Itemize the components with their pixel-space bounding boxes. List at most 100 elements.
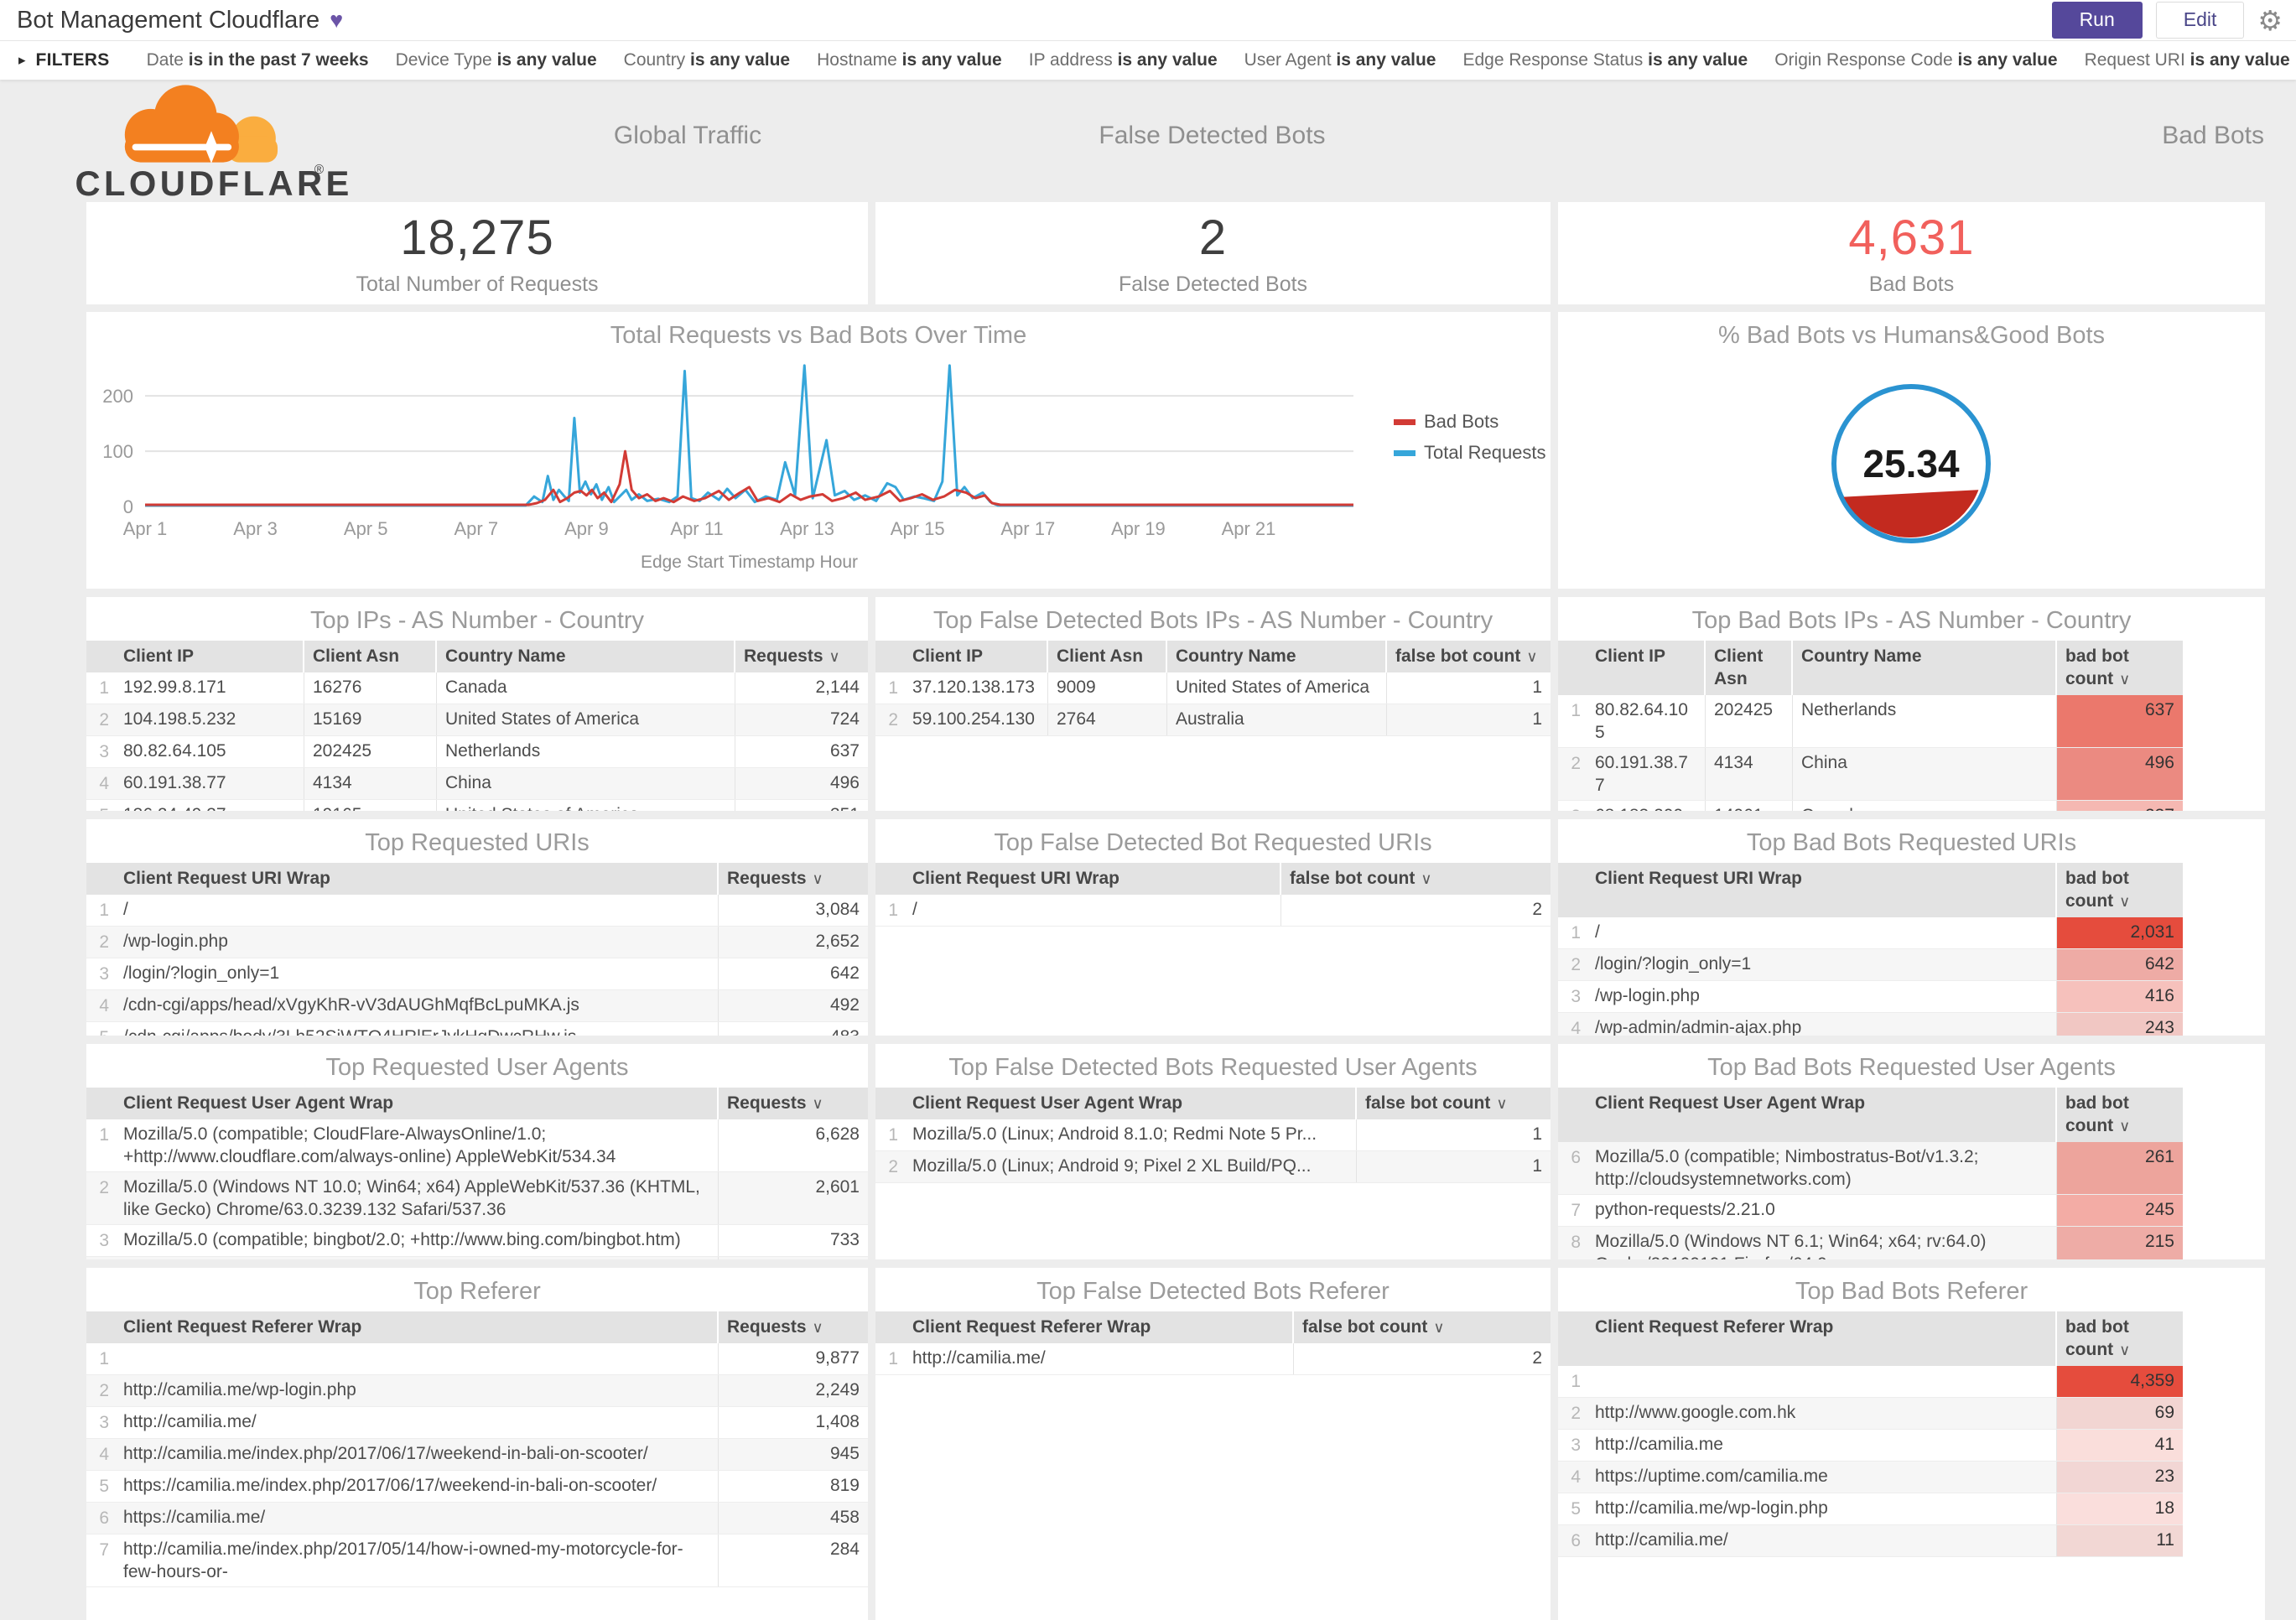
filter-item[interactable]: User Agent is any value bbox=[1244, 50, 1436, 70]
sort-desc-icon[interactable]: ∨ bbox=[812, 1095, 823, 1112]
table-row[interactable]: 3 Mozilla/5.0 (compatible; bingbot/2.0; +… bbox=[86, 1225, 868, 1257]
table-row[interactable]: 5 http://camilia.me/wp-login.php 18 bbox=[1558, 1493, 2183, 1525]
column-header[interactable]: Requests ∨ bbox=[744, 646, 840, 666]
table-row[interactable]: 2/wp-login.php 2,652 bbox=[86, 927, 868, 958]
sort-desc-icon[interactable]: ∨ bbox=[2119, 1342, 2131, 1358]
table-row[interactable]: 1 Mozilla/5.0 (Linux; Android 8.1.0; Redm… bbox=[875, 1119, 1551, 1151]
column-header[interactable]: Country Name bbox=[1167, 641, 1387, 672]
legend-swatch[interactable] bbox=[1394, 419, 1416, 425]
table-row[interactable]: 6 https://camilia.me/458 bbox=[86, 1503, 868, 1534]
filters-expand-icon[interactable]: ▸ bbox=[18, 52, 26, 68]
edit-button[interactable]: Edit bbox=[2155, 2, 2245, 39]
table-row[interactable]: 2 http://www.google.com.hk 69 bbox=[1558, 1398, 2183, 1430]
table-row[interactable]: 1 / 3,084 bbox=[86, 895, 868, 927]
column-header[interactable]: bad bot count ∨ bbox=[2065, 1093, 2131, 1135]
column-header[interactable]: Requests ∨ bbox=[727, 869, 823, 888]
table-row[interactable]: 5/cdn-cgi/apps/body/3Lh52SjWTQ4HRlErJykH… bbox=[86, 1022, 868, 1036]
filter-item[interactable]: Edge Response Status is any value bbox=[1462, 50, 1748, 70]
column-header[interactable]: Client Request Referer Wrap bbox=[1587, 1311, 2057, 1366]
filters-label[interactable]: FILTERS bbox=[35, 50, 110, 70]
column-header[interactable]: Client Request URI Wrap bbox=[1587, 863, 2057, 917]
table-row[interactable]: 6 http://camilia.me/11 bbox=[1558, 1525, 2183, 1557]
column-header[interactable]: Client Request User Agent Wrap bbox=[904, 1088, 1357, 1119]
table-row[interactable]: 4 https://uptime.com/camilia.me 23 bbox=[1558, 1462, 2183, 1493]
table-row[interactable]: 2 60.191.38.77 4134 China 496 bbox=[1558, 748, 2183, 801]
column-header[interactable]: Client Request User Agent Wrap bbox=[1587, 1088, 2057, 1142]
column-header[interactable]: Country Name bbox=[437, 641, 735, 672]
column-header[interactable]: Client IP bbox=[115, 641, 304, 672]
table-row[interactable]: 2 104.198.5.232 15169 United States of Amer… bbox=[86, 704, 868, 736]
sort-desc-icon[interactable]: ∨ bbox=[812, 1319, 823, 1336]
table-row[interactable]: 2 Mozilla/5.0 (Linux; Android 9; Pixel 2 … bbox=[875, 1151, 1551, 1183]
table-row[interactable]: 4 681 bbox=[86, 1257, 868, 1259]
filter-item[interactable]: Country is any value bbox=[624, 50, 790, 70]
table-row[interactable]: 4/cdn-cgi/apps/head/xVgyKhR-vV3dAUGhMqfB… bbox=[86, 990, 868, 1022]
column-header[interactable]: bad bot count ∨ bbox=[2065, 646, 2131, 688]
table-row[interactable]: 5 https://camilia.me/index.php/2017/06/17… bbox=[86, 1471, 868, 1503]
table-row[interactable]: 7 http://camilia.me/index.php/2017/05/14/… bbox=[86, 1534, 868, 1587]
sort-desc-icon[interactable]: ∨ bbox=[1433, 1319, 1445, 1336]
legend-label[interactable]: Bad Bots bbox=[1424, 411, 1499, 432]
column-header[interactable]: bad bot count ∨ bbox=[2065, 869, 2131, 911]
column-header[interactable]: false bot count ∨ bbox=[1302, 1317, 1445, 1337]
legend-label[interactable]: Total Requests bbox=[1424, 442, 1546, 463]
column-header[interactable]: Country Name bbox=[1793, 641, 2057, 695]
table-row[interactable]: 1 /2,031 bbox=[1558, 917, 2183, 949]
filter-item[interactable]: IP address is any value bbox=[1029, 50, 1218, 70]
sort-desc-icon[interactable]: ∨ bbox=[1526, 648, 1538, 665]
run-button[interactable]: Run bbox=[2051, 2, 2143, 39]
filter-item[interactable]: Date is in the past 7 weeks bbox=[147, 50, 369, 70]
timeseries-chart[interactable]: 0 100 200 Apr 1 Apr 3 Apr 5 Apr 7 Apr 9 Apr 11 Ap… bbox=[86, 349, 1551, 554]
table-row[interactable]: 368.183.200.16714061Canada237 bbox=[1558, 801, 2183, 811]
column-header[interactable]: Requests ∨ bbox=[727, 1093, 823, 1113]
table-row[interactable]: 3 http://camilia.me 41 bbox=[1558, 1430, 2183, 1462]
table-row[interactable]: 8 Mozilla/5.0 (Windows NT 6.1; Win64; x64… bbox=[1558, 1227, 2183, 1259]
table-row[interactable]: 7 python-requests/2.21.0 245 bbox=[1558, 1195, 2183, 1227]
column-header[interactable]: Client Request URI Wrap bbox=[904, 863, 1281, 895]
column-header[interactable]: false bot count ∨ bbox=[1290, 869, 1432, 888]
column-header[interactable]: bad bot count ∨ bbox=[2065, 1317, 2131, 1359]
column-header[interactable]: Requests ∨ bbox=[727, 1317, 823, 1337]
table-row[interactable]: 1 37.120.138.173 9009 United States of Amer… bbox=[875, 672, 1551, 704]
column-header[interactable]: Client Request Referer Wrap bbox=[904, 1311, 1294, 1343]
table-row[interactable]: 3/wp-login.php 416 bbox=[1558, 981, 2183, 1013]
sort-desc-icon[interactable]: ∨ bbox=[829, 648, 840, 665]
table-row[interactable]: 1 9,877 bbox=[86, 1343, 868, 1375]
column-header[interactable]: Client Asn bbox=[1706, 641, 1793, 695]
table-row[interactable]: 1 / 2 bbox=[875, 895, 1551, 927]
bad-bots-gauge[interactable]: 25.34 bbox=[1558, 349, 2265, 588]
filter-item[interactable]: Origin Response Code is any value bbox=[1774, 50, 2057, 70]
table-row[interactable]: 3/login/?login_only=1 642 bbox=[86, 958, 868, 990]
filter-item[interactable]: Hostname is any value bbox=[817, 50, 1002, 70]
table-row[interactable]: 1 192.99.8.171 16276 Canada 2,144 bbox=[86, 672, 868, 704]
table-row[interactable]: 2 59.100.254.130 2764 Australia 1 bbox=[875, 704, 1551, 736]
column-header[interactable]: Client Request URI Wrap bbox=[115, 863, 719, 895]
table-row[interactable]: 1 Mozilla/5.0 (compatible; CloudFlare-Alw… bbox=[86, 1119, 868, 1172]
legend-swatch[interactable] bbox=[1394, 450, 1416, 456]
column-header[interactable]: Client IP bbox=[904, 641, 1048, 672]
table-row[interactable]: 4/wp-admin/admin-ajax.php 243 bbox=[1558, 1013, 2183, 1036]
table-row[interactable]: 6 Mozilla/5.0 (compatible; Nimbostratus-B… bbox=[1558, 1142, 2183, 1195]
table-row[interactable]: 4 http://camilia.me/index.php/2017/06/17/… bbox=[86, 1439, 868, 1471]
table-row[interactable]: 5136.24.49.3719165United States of Ameri… bbox=[86, 800, 868, 811]
table-row[interactable]: 3 80.82.64.105 202425 Netherlands 637 bbox=[86, 736, 868, 768]
column-header[interactable]: Client Asn bbox=[304, 641, 437, 672]
sort-desc-icon[interactable]: ∨ bbox=[2119, 1118, 2131, 1135]
table-row[interactable]: 4 60.191.38.77 4134 China 496 bbox=[86, 768, 868, 800]
gear-icon[interactable]: ⚙ bbox=[2257, 4, 2283, 36]
filter-item[interactable]: Device Type is any value bbox=[396, 50, 597, 70]
table-row[interactable]: 1 http://camilia.me/2 bbox=[875, 1343, 1551, 1375]
table-row[interactable]: 3 http://camilia.me/1,408 bbox=[86, 1407, 868, 1439]
sort-desc-icon[interactable]: ∨ bbox=[812, 870, 823, 887]
column-header[interactable]: false bot count ∨ bbox=[1365, 1093, 1508, 1113]
sort-desc-icon[interactable]: ∨ bbox=[1421, 870, 1432, 887]
sort-desc-icon[interactable]: ∨ bbox=[2119, 893, 2131, 910]
table-row[interactable]: 2 http://camilia.me/wp-login.php 2,249 bbox=[86, 1375, 868, 1407]
column-header[interactable]: Client Request User Agent Wrap bbox=[115, 1088, 719, 1119]
table-row[interactable]: 1 80.82.64.105 202425 Netherlands 637 bbox=[1558, 695, 2183, 748]
sort-desc-icon[interactable]: ∨ bbox=[2119, 671, 2131, 688]
series-line-total-requests[interactable] bbox=[145, 364, 1353, 507]
column-header[interactable]: Client Asn bbox=[1048, 641, 1167, 672]
filter-item[interactable]: Request URI is any value bbox=[2085, 50, 2290, 70]
table-row[interactable]: 2 Mozilla/5.0 (Windows NT 10.0; Win64; x6… bbox=[86, 1172, 868, 1225]
